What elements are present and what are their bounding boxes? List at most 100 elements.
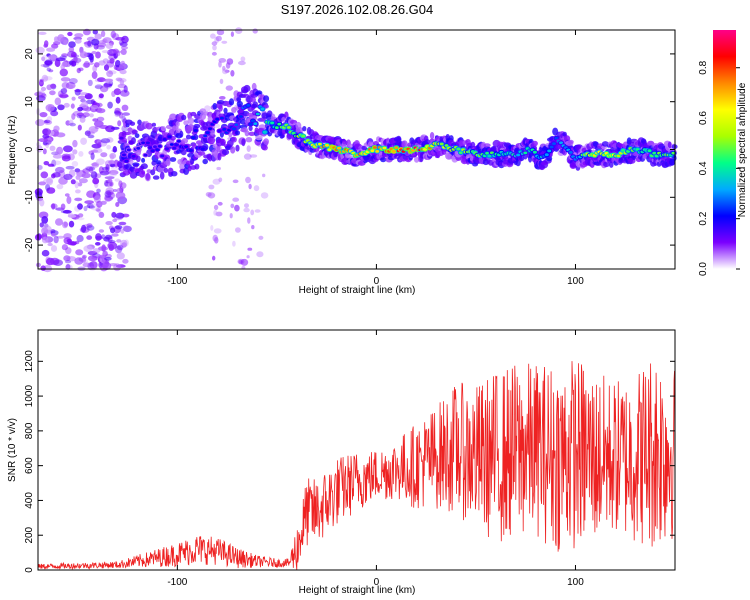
halo-cell — [241, 138, 246, 147]
noise-cell — [240, 258, 249, 266]
noise-cell — [55, 166, 65, 174]
noise-cell — [55, 218, 63, 226]
ridge-core-cell — [286, 126, 291, 129]
noise-cell — [52, 154, 63, 159]
noise-cell — [72, 110, 83, 117]
colorbar-tick-label: 0.0 — [698, 262, 709, 276]
ridge-core-cell — [205, 131, 210, 135]
noise-cell — [232, 197, 240, 202]
noise-cell — [63, 102, 70, 108]
ridge-core-cell — [143, 153, 148, 157]
halo-cell — [216, 145, 221, 153]
halo-cell — [531, 140, 538, 147]
noise-cell — [114, 178, 120, 182]
noise-cell — [40, 86, 47, 92]
noise-cell — [98, 254, 107, 259]
halo-cell — [220, 139, 226, 146]
spectrogram-ytick-label: -10 — [24, 190, 35, 205]
halo-cell — [280, 133, 285, 139]
noise-cell — [55, 57, 66, 62]
noise-cell — [63, 173, 73, 180]
noise-cell — [55, 132, 66, 138]
ridge-core-cell — [487, 154, 492, 158]
ridge-core-cell — [169, 143, 174, 146]
halo-cell — [414, 156, 420, 163]
noise-cell — [64, 193, 70, 197]
noise-cell — [232, 240, 236, 247]
noise-cell — [56, 146, 64, 155]
noise-cell — [120, 228, 125, 234]
halo-cell — [187, 124, 195, 131]
halo-cell — [407, 142, 412, 148]
snr-xlabel: Height of straight line (km) — [299, 585, 416, 596]
noise-cell — [212, 255, 216, 261]
noise-cell — [216, 166, 221, 171]
noise-cell — [81, 172, 91, 179]
noise-cell — [119, 42, 128, 47]
noise-cell — [119, 63, 127, 69]
noise-cell — [41, 227, 49, 235]
noise-cell — [234, 204, 240, 212]
noise-cell — [54, 97, 61, 106]
noise-cell — [43, 161, 50, 166]
noise-cell — [79, 92, 89, 96]
halo-cell — [202, 158, 208, 165]
noise-cell — [105, 187, 114, 195]
noise-cell — [243, 207, 250, 213]
snr-series-line — [37, 361, 676, 571]
noise-cell — [60, 210, 70, 214]
noise-cell — [61, 53, 68, 58]
noise-cell — [71, 96, 76, 101]
halo-cell — [429, 132, 435, 140]
noise-cell — [104, 179, 109, 187]
noise-cell — [74, 197, 83, 202]
halo-cell — [302, 126, 307, 132]
noise-cell — [112, 33, 120, 41]
noise-cell — [97, 142, 102, 148]
noise-cell — [115, 212, 125, 219]
ridge-core-cell — [200, 147, 205, 151]
noise-cell — [63, 221, 68, 228]
snr-ytick-label: 400 — [24, 492, 35, 509]
noise-cell — [94, 33, 102, 40]
noise-cell — [121, 35, 129, 44]
ridge-core-cell — [270, 121, 275, 125]
noise-cell — [76, 67, 82, 74]
halo-cell — [263, 95, 270, 103]
noise-cell — [245, 176, 251, 184]
noise-cell — [88, 166, 94, 173]
noise-cell — [42, 225, 52, 234]
noise-cell — [238, 259, 243, 264]
noise-cell — [216, 29, 225, 36]
noise-cell — [40, 171, 49, 179]
noise-cell — [91, 38, 100, 46]
halo-cell — [250, 96, 256, 103]
ridge-core-cell — [172, 146, 177, 150]
noise-cell — [225, 62, 231, 69]
noise-cell — [229, 213, 233, 219]
noise-cell — [87, 251, 98, 256]
spectrogram-ytick-label: 20 — [24, 48, 35, 60]
noise-cell — [38, 181, 47, 186]
noise-cell — [42, 54, 48, 63]
noise-cell — [79, 51, 88, 59]
noise-cell — [213, 209, 218, 216]
ridge-core-cell — [317, 142, 322, 146]
noise-cell — [51, 173, 56, 179]
ridge-core-cell — [547, 149, 552, 153]
halo-cell — [401, 140, 408, 148]
halo-cell — [135, 155, 141, 162]
noise-cell — [61, 155, 71, 162]
ridge-core-cell — [150, 149, 155, 153]
noise-cell — [69, 122, 76, 127]
noise-cell — [71, 161, 79, 167]
noise-cell — [78, 178, 88, 184]
noise-cell — [86, 203, 94, 209]
noise-cell — [111, 211, 117, 218]
halo-cell — [252, 101, 258, 108]
noise-cell — [51, 232, 56, 237]
ridge-core-cell — [234, 123, 239, 127]
noise-cell — [108, 170, 119, 175]
